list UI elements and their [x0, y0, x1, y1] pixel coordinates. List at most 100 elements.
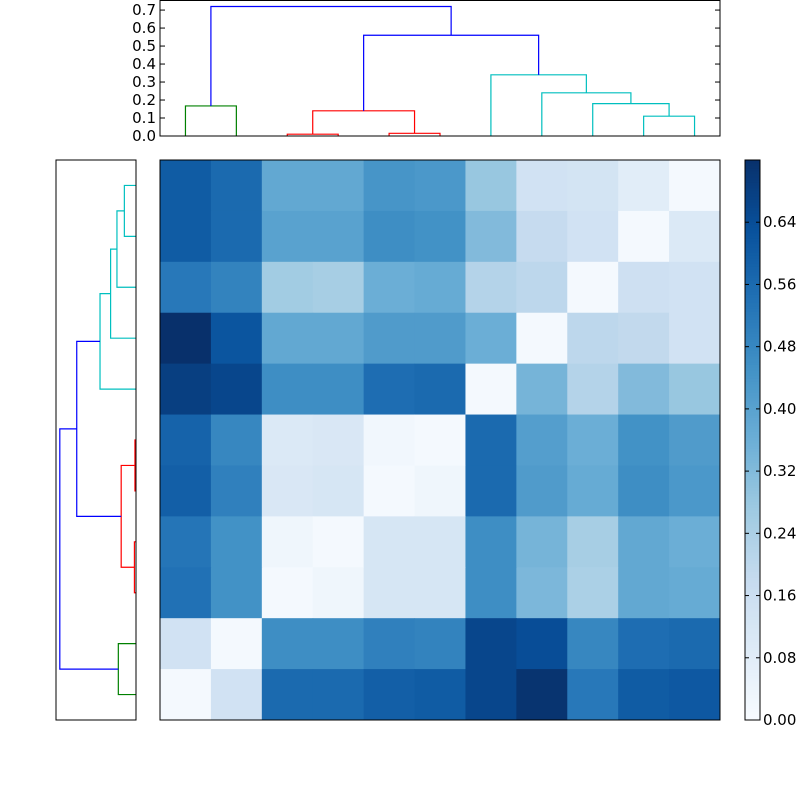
colorbar-segment — [745, 540, 760, 545]
dendrogram-link — [120, 464, 135, 568]
heatmap-cell — [160, 618, 212, 670]
colorbar-segment — [745, 602, 760, 606]
heatmap-cell — [516, 465, 568, 517]
y-tick-label: 0.4 — [132, 55, 156, 73]
colorbar-segment — [745, 515, 760, 519]
heatmap-cell — [567, 414, 619, 466]
colorbar-segment — [745, 176, 760, 181]
colorbar-segment — [745, 277, 760, 281]
colorbar-segment — [745, 493, 760, 497]
heatmap-cell — [160, 567, 212, 619]
dendrogram-link — [116, 210, 136, 288]
heatmap-cell — [363, 363, 416, 416]
heatmap-cell — [312, 669, 365, 721]
dendrogram-link — [110, 248, 136, 339]
heatmap-cell — [516, 261, 568, 314]
colorbar-segment — [745, 207, 760, 211]
colorbar-segment — [745, 190, 760, 195]
heatmap-cell — [261, 210, 314, 263]
colorbar-segment — [745, 675, 760, 679]
colorbar-segment — [745, 692, 760, 696]
colorbar-segment — [745, 686, 760, 690]
heatmap-cell — [669, 567, 721, 619]
heatmap-cell — [669, 414, 721, 466]
colorbar-segment — [745, 375, 760, 379]
colorbar-segment — [745, 179, 760, 183]
colorbar-segment — [745, 372, 760, 377]
heatmap-cell — [669, 160, 721, 212]
colorbar-segment — [745, 582, 760, 587]
dendrogram-link — [312, 110, 416, 135]
colorbar-segment — [745, 697, 760, 701]
heatmap-cell — [414, 363, 466, 416]
colorbar-segment — [745, 700, 760, 704]
heatmap-cell — [567, 312, 619, 365]
colorbar-segment — [745, 381, 760, 385]
colorbar-segment — [745, 249, 760, 253]
colorbar-segment — [745, 409, 760, 413]
heatmap — [159, 159, 721, 721]
colorbar-segment — [745, 624, 760, 629]
heatmap-cell — [312, 516, 365, 568]
heatmap-cell — [414, 618, 466, 670]
heatmap-cell — [210, 414, 263, 466]
heatmap-cell — [669, 516, 721, 568]
heatmap-cell — [261, 669, 314, 721]
colorbar-segment — [745, 437, 760, 441]
colorbar-segment — [745, 294, 760, 298]
heatmap-cell — [160, 261, 212, 314]
heatmap-frame — [159, 159, 721, 721]
heatmap-cell — [261, 465, 314, 517]
heatmap-cell — [160, 160, 212, 212]
colorbar-segment — [745, 577, 760, 581]
heatmap-cell — [618, 312, 670, 365]
heatmap-cell — [261, 363, 314, 416]
colorbar-segment — [745, 644, 760, 648]
colorbar-segment — [745, 568, 760, 573]
heatmap-cell — [414, 414, 466, 466]
heatmap-cell — [210, 567, 263, 619]
colorbar-segment — [745, 655, 760, 659]
colorbar-segment — [745, 339, 760, 343]
colorbar-segment — [745, 470, 760, 475]
colorbar-segment — [745, 641, 760, 645]
colorbar-segment — [745, 571, 760, 575]
dendrogram-link — [363, 34, 540, 111]
colorbar-segment — [745, 344, 760, 349]
colorbar-segment — [745, 689, 760, 693]
heatmap-cell — [363, 261, 416, 314]
colorbar-segment — [745, 342, 760, 346]
heatmap-cell — [160, 465, 212, 517]
colorbar-segment — [745, 535, 760, 539]
colorbar-segment — [745, 325, 760, 329]
colorbar-segment — [745, 283, 760, 287]
colorbar-segment — [745, 367, 760, 371]
heatmap-cell — [363, 516, 416, 568]
colorbar-segment — [745, 258, 760, 262]
colorbar-segment — [745, 627, 760, 631]
dendrogram-link — [592, 103, 670, 136]
colorbar-segment — [745, 512, 760, 517]
colorbar-segment — [745, 608, 760, 612]
colorbar-tick-label: 0.16 — [763, 587, 796, 605]
colorbar-segment — [745, 221, 760, 225]
colorbar-segment — [745, 204, 760, 209]
colorbar-segment — [745, 552, 760, 556]
heatmap-cell — [567, 618, 619, 670]
heatmap-cell — [465, 363, 517, 416]
dendrogram-link — [117, 643, 136, 696]
colorbar-segment — [745, 420, 760, 424]
colorbar-segment — [745, 216, 760, 220]
colorbar-segment — [745, 448, 760, 452]
y-tick-label: 0.7 — [132, 1, 156, 19]
colorbar-segment — [745, 549, 760, 553]
colorbar-segment — [745, 269, 760, 273]
colorbar-segment — [745, 462, 760, 466]
heatmap-cell — [669, 210, 721, 263]
heatmap-cell — [465, 465, 517, 517]
colorbar-segment — [745, 302, 760, 307]
dendrogram-link — [134, 439, 136, 492]
colorbar-segment — [745, 619, 760, 623]
colorbar-segment — [745, 636, 760, 640]
colorbar-segment — [745, 501, 760, 505]
